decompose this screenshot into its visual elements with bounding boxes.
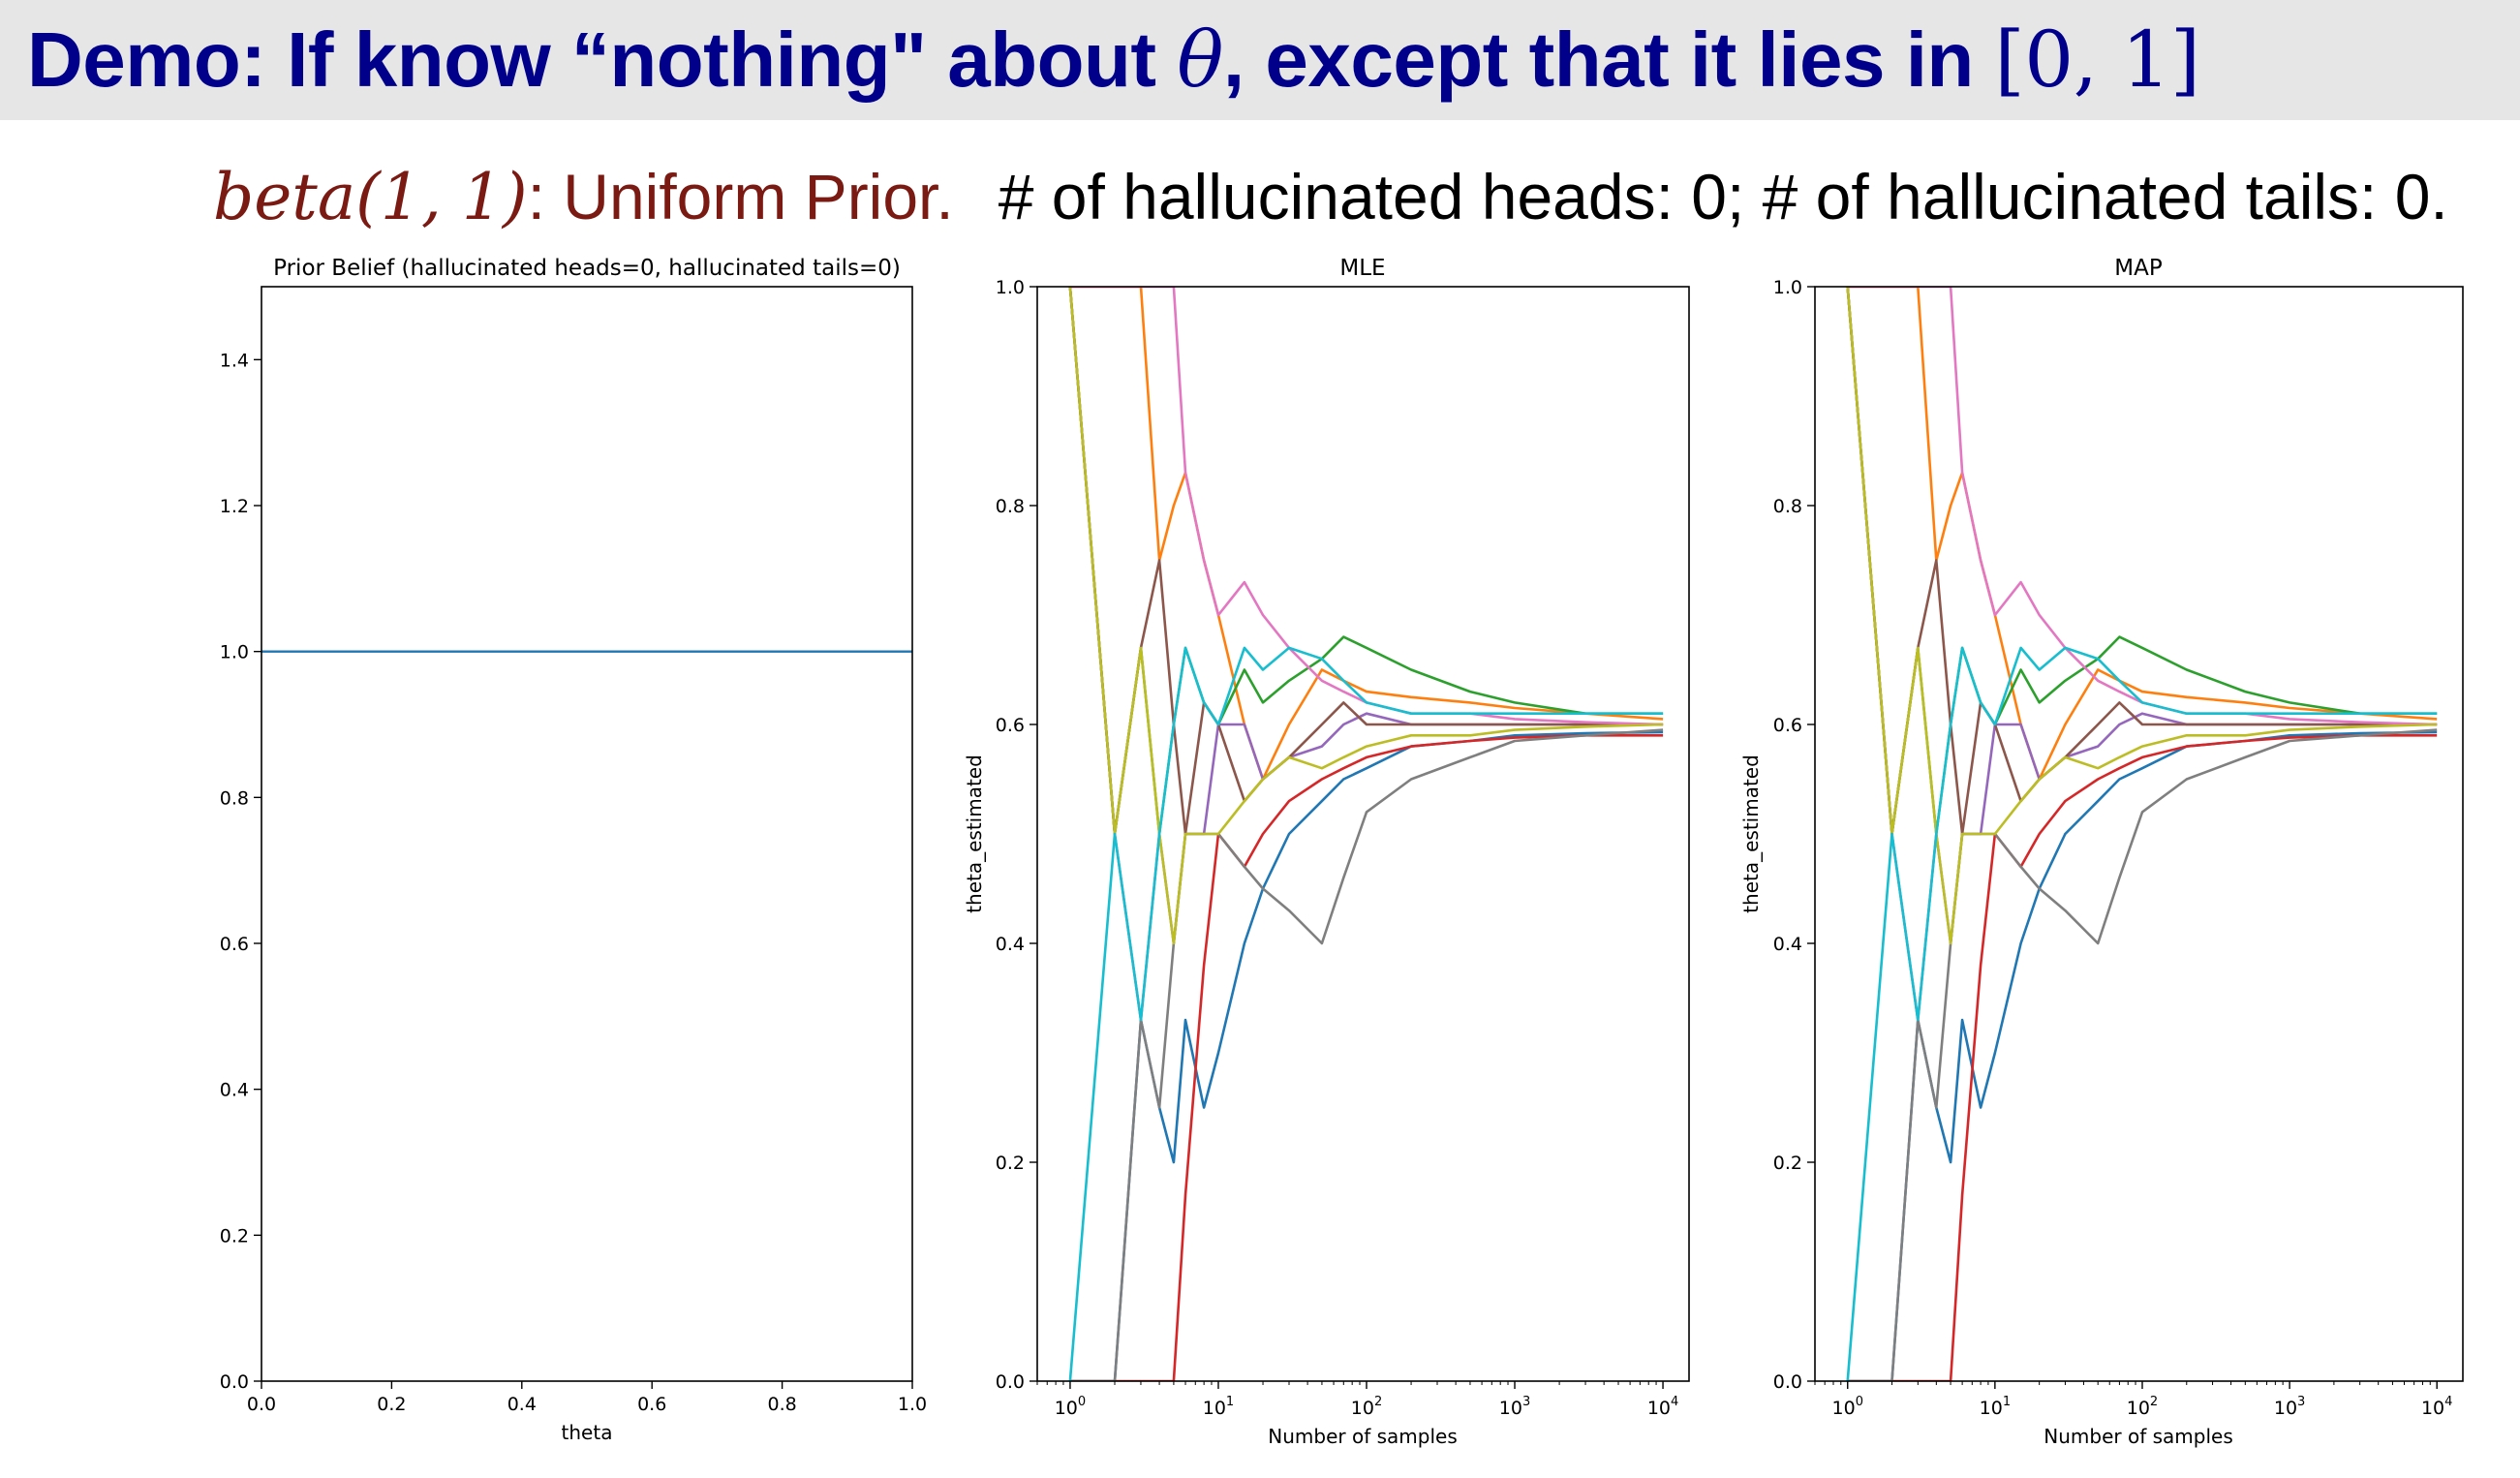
prior-chart-title: Prior Belief (hallucinated heads=0, hall… [273, 256, 901, 281]
slide-subtitle: beta(1, 1): Uniform Prior. # of hallucina… [213, 153, 2448, 240]
slide-title-prefix: Demo: If know “nothing" about [27, 16, 1178, 103]
title-bar [0, 0, 2520, 120]
map-series-line-2 [1847, 287, 2438, 781]
prior-math: beta(1, 1) [213, 160, 528, 234]
map-y-tick-label: 0.0 [1773, 1371, 1802, 1393]
slide-title-theta: θ [1177, 15, 1223, 105]
mle-x-tick-label: 100 [1055, 1395, 1086, 1419]
prior-x-tick-label: 0.0 [247, 1394, 276, 1415]
map-y-tick-label: 1.0 [1773, 277, 1802, 298]
map-series-line-10 [1846, 646, 2438, 1381]
mle-x-tick-label: 102 [1351, 1395, 1382, 1419]
map-series-line-8 [1847, 728, 2438, 1381]
mle-series-line-2 [1069, 287, 1664, 781]
mle-y-tick-label: 0.8 [996, 496, 1025, 517]
map-y-tick-label: 0.4 [1773, 934, 1802, 955]
map-x-axis-label: Number of samples [2044, 1425, 2232, 1448]
mle-y-tick-label: 1.0 [996, 277, 1025, 298]
prior-y-tick-label: 0.0 [220, 1371, 249, 1393]
map-x-tick-label: 102 [2127, 1395, 2158, 1419]
map-y-axis-label: theta_estimated [1739, 754, 1763, 913]
prior-y-tick-label: 1.4 [220, 350, 249, 371]
map-series-line-5 [1846, 287, 2438, 1022]
map-series-line-6 [1846, 287, 2438, 836]
slide-title-middle: , except that it lies in [1222, 16, 1995, 103]
map-x-tick-label: 101 [1980, 1395, 2011, 1419]
map-x-tick-label: 104 [2421, 1395, 2452, 1419]
mle-x-axis-label: Number of samples [1268, 1425, 1457, 1448]
map-chart: MAP 100 101 102 103 104 0.0 0.2 0.4 0.6 0.8 1.0 N… [1739, 256, 2464, 1448]
prior-y-tick-label: 0.2 [220, 1225, 249, 1247]
mle-y-tick-label: 0.4 [996, 934, 1025, 955]
mle-y-tick-label: 0.2 [996, 1153, 1025, 1174]
prior-y-ticks: 0.0 0.2 0.4 0.6 0.8 1.0 1.2 1.4 [220, 350, 261, 1393]
mle-plot-frame [1036, 286, 1690, 1382]
prior-x-ticks: 0.0 0.2 0.4 0.6 0.8 1.0 [247, 1381, 927, 1415]
mle-chart-title: MLE [1339, 256, 1385, 281]
mle-y-tick-label: 0.0 [996, 1371, 1025, 1393]
prior-y-tick-label: 0.8 [220, 787, 249, 809]
slide-title-interval: [0, 1] [1994, 15, 2201, 105]
map-x-tick-label: 100 [1832, 1395, 1863, 1419]
map-y-ticks: 0.0 0.2 0.4 0.6 0.8 1.0 [1773, 277, 1815, 1393]
map-y-tick-label: 0.2 [1773, 1153, 1802, 1174]
map-y-tick-label: 0.8 [1773, 496, 1802, 517]
mle-x-tick-label: 104 [1647, 1395, 1678, 1419]
map-plot-frame [1814, 286, 2464, 1382]
mle-series-line-6 [1068, 287, 1664, 836]
map-chart-title: MAP [2114, 256, 2163, 281]
mle-series-line-4 [1069, 734, 1664, 1381]
map-x-ticks: 100 101 102 103 104 [1814, 1381, 2452, 1419]
prior-x-tick-label: 0.8 [767, 1394, 796, 1415]
map-series-line-7 [1847, 287, 2438, 726]
prior-label: : Uniform Prior. [527, 161, 954, 232]
prior-y-tick-label: 1.0 [220, 642, 249, 663]
mle-plot-lines [1068, 287, 1664, 1381]
prior-x-tick-label: 1.0 [898, 1394, 927, 1415]
mle-y-axis-label: theta_estimated [963, 754, 986, 913]
mle-y-ticks: 0.0 0.2 0.4 0.6 0.8 1.0 [996, 277, 1037, 1393]
prior-y-tick-label: 0.4 [220, 1080, 249, 1101]
mle-y-tick-label: 0.6 [996, 715, 1025, 736]
hallucinated-counts: # of hallucinated heads: 0; # of halluci… [998, 161, 2448, 232]
mle-chart: MLE 100 101 102 103 104 0.0 0.2 0.4 0.6 0.8 1.0 N… [963, 256, 1690, 1448]
mle-x-ticks: 100 101 102 103 104 [1036, 1381, 1678, 1419]
slide-title: Demo: If know “nothing" about θ, except … [27, 6, 2200, 114]
prior-y-tick-label: 0.6 [220, 934, 249, 955]
mle-series-line-10 [1068, 646, 1664, 1381]
prior-y-tick-label: 1.2 [220, 496, 249, 517]
map-plot-lines [1846, 287, 2438, 1381]
prior-x-axis-label: theta [562, 1421, 613, 1444]
mle-x-tick-label: 101 [1203, 1395, 1234, 1419]
map-series-line-4 [1847, 734, 2438, 1381]
map-y-tick-label: 0.6 [1773, 715, 1802, 736]
prior-chart: Prior Belief (hallucinated heads=0, hall… [220, 256, 927, 1444]
prior-x-tick-label: 0.2 [377, 1394, 406, 1415]
map-x-tick-label: 103 [2274, 1395, 2305, 1419]
mle-series-line-5 [1068, 287, 1664, 1022]
prior-x-tick-label: 0.6 [637, 1394, 666, 1415]
mle-x-tick-label: 103 [1499, 1395, 1530, 1419]
prior-plot-frame [261, 286, 913, 1382]
mle-series-line-8 [1069, 728, 1664, 1381]
mle-series-line-7 [1069, 287, 1664, 726]
prior-x-tick-label: 0.4 [507, 1394, 537, 1415]
